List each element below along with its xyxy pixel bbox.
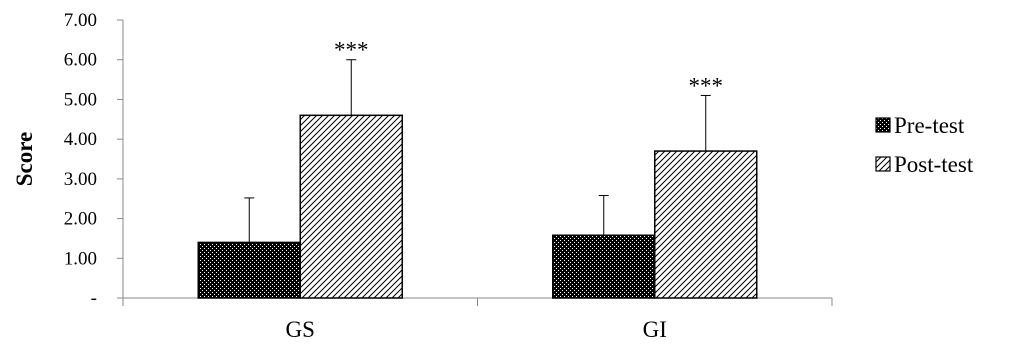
y-tick-label: 2.00 xyxy=(64,209,97,230)
significance-label: *** xyxy=(334,38,369,63)
significance-label: *** xyxy=(689,73,724,98)
legend: Pre-test Post-test xyxy=(875,113,974,177)
bar xyxy=(197,241,301,299)
bar xyxy=(299,114,403,299)
bars xyxy=(197,59,758,299)
y-tick-label: 6.00 xyxy=(64,50,97,71)
y-tick-label: 7.00 xyxy=(64,10,97,31)
y-tick-label: 5.00 xyxy=(64,89,97,110)
y-axis-label: Score xyxy=(12,132,37,187)
legend-label: Post-test xyxy=(894,152,974,177)
labels: - 1.00 2.00 3.00 4.00 5.00 6.00 7.00 Score *** GS *… xyxy=(12,10,723,342)
legend-swatch xyxy=(875,156,891,172)
legend-swatch xyxy=(875,117,891,133)
y-tick-label: - xyxy=(91,288,97,309)
bar xyxy=(654,150,758,299)
x-category-label: GS xyxy=(286,317,315,342)
y-tick-label: 1.00 xyxy=(64,248,97,269)
y-tick-label: 3.00 xyxy=(64,169,97,190)
y-tick-label: 4.00 xyxy=(64,129,97,150)
x-category-label: GI xyxy=(643,317,667,342)
legend-label: Pre-test xyxy=(894,113,965,138)
bar xyxy=(552,234,656,299)
